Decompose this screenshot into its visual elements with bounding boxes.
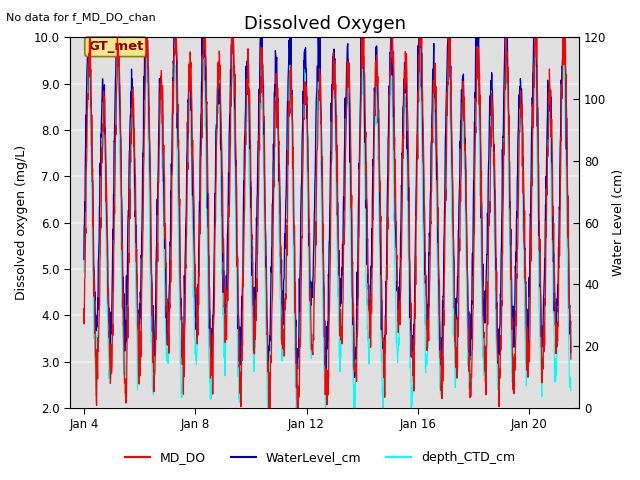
Y-axis label: Water Level (cm): Water Level (cm) <box>612 169 625 276</box>
Title: Dissolved Oxygen: Dissolved Oxygen <box>244 15 406 33</box>
Text: No data for f_MD_DO_chan: No data for f_MD_DO_chan <box>6 12 156 23</box>
Text: GT_met: GT_met <box>88 40 143 53</box>
Y-axis label: Dissolved oxygen (mg/L): Dissolved oxygen (mg/L) <box>15 145 28 300</box>
Legend: MD_DO, WaterLevel_cm, depth_CTD_cm: MD_DO, WaterLevel_cm, depth_CTD_cm <box>120 446 520 469</box>
